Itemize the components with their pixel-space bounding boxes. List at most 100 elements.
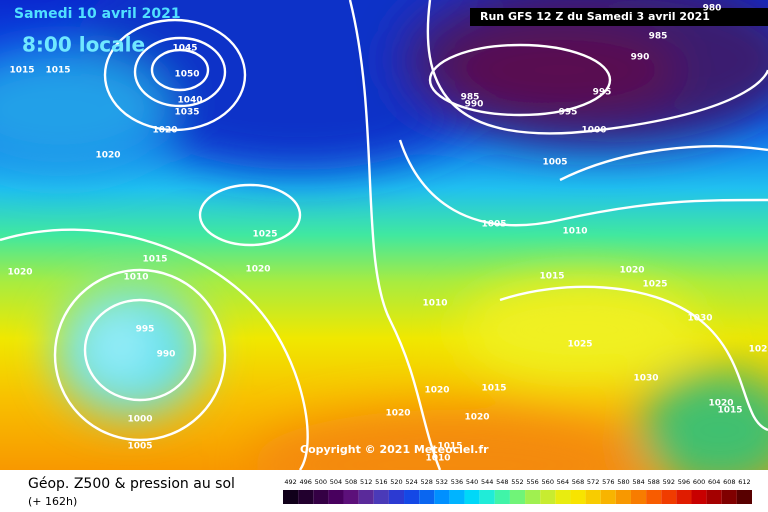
- scale-label: 552: [511, 478, 523, 486]
- isobar-label: 1000: [127, 415, 152, 425]
- isobar-label: 1030: [633, 374, 658, 384]
- isobar-label: 1020: [708, 399, 733, 409]
- color-swatch: [449, 490, 465, 504]
- color-scale: 492 496 500 504 508 512 516 520 524 528 532 536 540 5…: [283, 478, 752, 504]
- isobar-label: 1035: [174, 108, 199, 118]
- isobar-label: 1015: [481, 384, 506, 394]
- scale-label: 496: [299, 478, 311, 486]
- forecast-lead: (+ 162h): [28, 495, 77, 508]
- scale-label: 540: [466, 478, 478, 486]
- isobar-label: 1005: [481, 220, 506, 230]
- scale-label: 524: [405, 478, 417, 486]
- isobar-label: 985: [461, 93, 480, 103]
- isobar-label: 985: [649, 32, 668, 42]
- isobar-label: 1025: [252, 230, 277, 240]
- isobar-label: 1005: [127, 442, 152, 452]
- scale-label: 560: [542, 478, 554, 486]
- color-swatch: [328, 490, 344, 504]
- scale-label: 548: [496, 478, 508, 486]
- scale-label: 572: [587, 478, 599, 486]
- color-swatch: [525, 490, 541, 504]
- scale-label: 500: [315, 478, 327, 486]
- isobar-label: 995: [559, 108, 578, 118]
- isobar-label: 1010: [422, 299, 447, 309]
- isobar-label: 1020: [152, 126, 177, 136]
- color-swatch: [540, 490, 556, 504]
- color-swatch: [509, 490, 526, 504]
- color-swatch: [434, 490, 450, 504]
- isobar-label: 1045: [172, 44, 197, 54]
- scale-label: 564: [557, 478, 569, 486]
- scale-label: 516: [375, 478, 387, 486]
- color-swatch: [494, 490, 510, 504]
- valid-date: Samedi 10 avril 2021: [14, 6, 181, 22]
- isobar-label: 1020: [95, 151, 120, 161]
- color-swatch: [721, 490, 737, 504]
- isobar-label: 990: [631, 53, 650, 63]
- color-swatch: [585, 490, 601, 504]
- color-swatch: [358, 490, 374, 504]
- color-swatch: [313, 490, 329, 504]
- color-swatch: [570, 490, 586, 504]
- valid-time: 8:00 locale: [22, 33, 145, 57]
- isobar-label: 1000: [581, 126, 606, 136]
- scale-label: 588: [647, 478, 659, 486]
- scale-label: 596: [678, 478, 690, 486]
- scale-label: 544: [481, 478, 493, 486]
- isobar-label: 1020: [619, 266, 644, 276]
- isobar-label: 1020: [385, 409, 410, 419]
- scale-label: 608: [723, 478, 735, 486]
- color-swatch: [298, 490, 314, 504]
- scale-label: 532: [436, 478, 448, 486]
- color-swatch: [646, 490, 662, 504]
- isobar-label: 1010: [123, 273, 148, 283]
- color-swatch: [600, 490, 616, 504]
- isobar-label: 995: [136, 325, 155, 335]
- isobar-label: 1010: [562, 227, 587, 237]
- scale-label: 584: [632, 478, 644, 486]
- scale-label: 528: [421, 478, 433, 486]
- color-swatch: [373, 490, 389, 504]
- color-swatch: [736, 490, 752, 504]
- isobar-label: 1020: [424, 386, 449, 396]
- scale-label: 504: [330, 478, 342, 486]
- color-swatch: [691, 490, 707, 504]
- isobar-label: 1025: [642, 280, 667, 290]
- scale-label: 512: [360, 478, 372, 486]
- isobar-label: 1015: [717, 406, 742, 416]
- color-swatch: [404, 490, 420, 504]
- isobar-label: 1010: [425, 454, 450, 464]
- isobar-label: 1020: [7, 268, 32, 278]
- isobars: [0, 0, 768, 470]
- color-swatch: [676, 490, 692, 504]
- color-swatch: [283, 490, 299, 504]
- isobar-label: 1040: [177, 96, 202, 106]
- scale-label: 508: [345, 478, 357, 486]
- isobar-label: 1025: [567, 340, 592, 350]
- scale-label: 604: [708, 478, 720, 486]
- isobar-label: 1050: [174, 70, 199, 80]
- color-swatch: [343, 490, 359, 504]
- isobar-label: 102: [749, 345, 768, 355]
- scale-label: 612: [738, 478, 750, 486]
- color-swatch: [706, 490, 722, 504]
- isobar-label: 990: [465, 100, 484, 110]
- isobar-label: 990: [157, 350, 176, 360]
- color-swatch: [630, 490, 647, 504]
- color-swatch: [615, 490, 631, 504]
- isobar-label: 1020: [464, 413, 489, 423]
- color-swatch: [419, 490, 435, 504]
- isobar-label: 980: [703, 4, 722, 14]
- isobar-label: 1015: [45, 66, 70, 76]
- scale-label: 576: [602, 478, 614, 486]
- color-swatch: [388, 490, 405, 504]
- footer-title: Géop. Z500 & pression au sol: [28, 476, 235, 492]
- copyright: Copyright © 2021 Meteociel.fr: [300, 443, 489, 456]
- color-swatch: [555, 490, 571, 504]
- scale-label: 556: [526, 478, 538, 486]
- color-swatch: [464, 490, 480, 504]
- isobar-label: 1015: [9, 66, 34, 76]
